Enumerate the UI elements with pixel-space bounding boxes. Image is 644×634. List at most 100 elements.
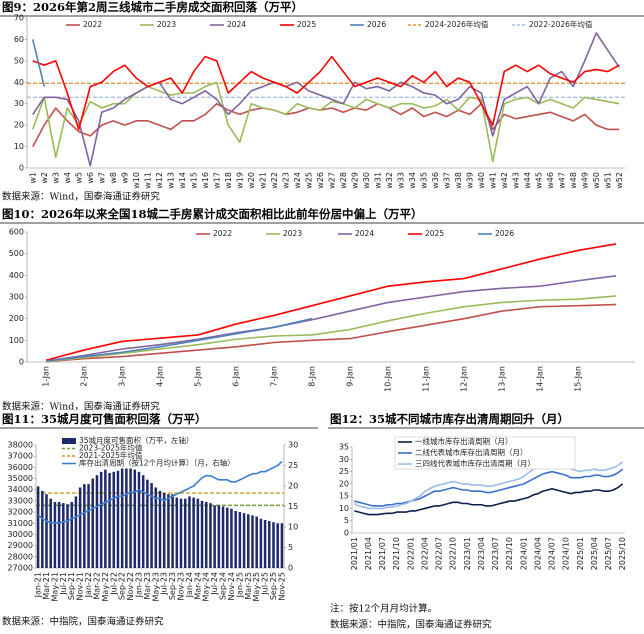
- x-tick-label: Sep-25: [269, 572, 278, 600]
- x-tick-label: 15-Jan: [574, 366, 583, 392]
- x-tick-label: 2025/04: [590, 537, 599, 570]
- x-tick-label: Nov-25: [277, 572, 286, 600]
- x-tick-label: Nov-22: [126, 572, 135, 600]
- bar: [104, 469, 107, 568]
- x-tick-label: w52: [615, 172, 624, 189]
- x-tick-label: Jan-23: [134, 572, 143, 598]
- legend-box: [394, 436, 576, 470]
- x-tick-label: 2025/07: [604, 537, 613, 570]
- x-tick-label: w13: [166, 172, 175, 189]
- bar: [200, 500, 204, 568]
- bar: [129, 468, 132, 568]
- y-tick-label: 25: [339, 467, 349, 476]
- x-tick-label: w35: [419, 172, 428, 189]
- legend-label: 二线代表城市库存出清周期（月）: [415, 447, 528, 457]
- source-text: 数据来源：Wind，国泰海通证券研究: [2, 191, 160, 203]
- bar: [251, 515, 254, 568]
- bar: [192, 497, 195, 568]
- x-tick-label: Sep-23: [168, 572, 177, 600]
- bar: [158, 490, 162, 568]
- x-tick-label: w46: [546, 172, 555, 189]
- y-tick-label: 33000: [8, 496, 33, 505]
- bar: [91, 478, 95, 568]
- bar: [41, 490, 44, 568]
- bar: [234, 510, 237, 568]
- y-tick-label: 37000: [8, 452, 33, 461]
- x-tick-label: May-22: [101, 572, 110, 601]
- x-tick-label: w8: [109, 172, 118, 184]
- bar: [242, 513, 246, 568]
- x-tick-label: Nov-23: [177, 572, 186, 600]
- x-tick-label: w27: [327, 172, 336, 189]
- legend-label: 三四线代表城市库存出清周期（月）: [415, 458, 535, 468]
- bar: [49, 498, 52, 568]
- x-tick-label: 2025/10: [618, 537, 627, 570]
- legend-label: 2022: [213, 229, 232, 238]
- source-text: 数据来源：中指院，国泰海通证券研究: [2, 616, 164, 628]
- y-tick-label: 0: [344, 529, 349, 538]
- x-tick-label: w17: [212, 172, 221, 189]
- x-tick-label: w47: [557, 172, 566, 189]
- legend-box: [59, 436, 239, 469]
- y-tick-label: 35000: [8, 474, 33, 483]
- bar: [247, 514, 250, 568]
- y2-tick-label: 20: [288, 482, 298, 491]
- x-tick-label: Mar-25: [244, 572, 253, 600]
- x-tick-label: w37: [442, 172, 451, 189]
- x-tick-label: w2: [40, 172, 49, 184]
- x-tick-label: w36: [431, 172, 440, 189]
- bar: [225, 507, 229, 568]
- series-line: [353, 458, 624, 510]
- x-tick-label: Jul-23: [160, 572, 169, 596]
- bar: [259, 518, 263, 568]
- x-tick-label: 6-Jan: [232, 366, 241, 387]
- bar: [167, 494, 170, 568]
- note-text: 注：按12个月月均计算。: [330, 603, 437, 615]
- x-tick-label: Jan-22: [84, 572, 93, 598]
- y-tick-label: 32000: [8, 508, 33, 517]
- series-line: [32, 32, 620, 167]
- bar: [99, 471, 103, 568]
- bar: [162, 493, 166, 568]
- legend-label: 2024-2026年均值: [425, 19, 489, 29]
- x-tick-label: w41: [488, 172, 497, 189]
- x-tick-label: 2021/04: [364, 537, 373, 570]
- legend-label: 2023-2025年均值: [79, 443, 143, 453]
- legend-label: 一线城市库存出清周期（月）: [415, 436, 513, 446]
- x-tick-label: w40: [477, 172, 486, 189]
- x-tick-label: Sep-21: [67, 572, 76, 600]
- source-text: 数据来源：Wind，国泰海通证券研究: [2, 401, 160, 413]
- series-line: [32, 55, 620, 131]
- series-line: [45, 274, 617, 362]
- bar: [53, 502, 57, 568]
- y-tick-label: 300: [9, 293, 24, 302]
- bar: [125, 466, 128, 568]
- legend-label: 2023: [283, 229, 302, 238]
- series-line: [31, 39, 46, 87]
- x-tick-label: Jul-24: [210, 572, 219, 596]
- x-tick-label: w15: [189, 172, 198, 189]
- x-tick-label: Mar-21: [42, 572, 51, 600]
- x-tick-label: w28: [339, 172, 348, 189]
- x-tick-label: w38: [454, 172, 463, 189]
- y-tick-label: 100: [9, 336, 24, 345]
- x-tick-label: Jan-25: [235, 572, 244, 598]
- x-tick-label: 2024/07: [548, 537, 557, 570]
- bar: [45, 494, 48, 568]
- x-tick-label: Nov-24: [227, 572, 236, 600]
- x-tick-label: Jul-25: [261, 572, 270, 596]
- bar: [137, 471, 141, 568]
- x-tick-label: w21: [258, 172, 267, 189]
- y-tick-label: 30: [339, 455, 349, 464]
- bar: [188, 496, 191, 568]
- x-tick-label: 2021/10: [392, 537, 401, 570]
- y-tick-label: 31000: [8, 519, 33, 528]
- x-tick-label: w12: [155, 172, 164, 189]
- y-tick-label: 35: [339, 443, 349, 452]
- x-tick-label: 7-Jan: [270, 366, 279, 387]
- x-tick-label: w50: [592, 172, 601, 189]
- y2-tick-label: 5: [288, 543, 293, 552]
- bar: [217, 505, 221, 568]
- bar: [78, 487, 82, 568]
